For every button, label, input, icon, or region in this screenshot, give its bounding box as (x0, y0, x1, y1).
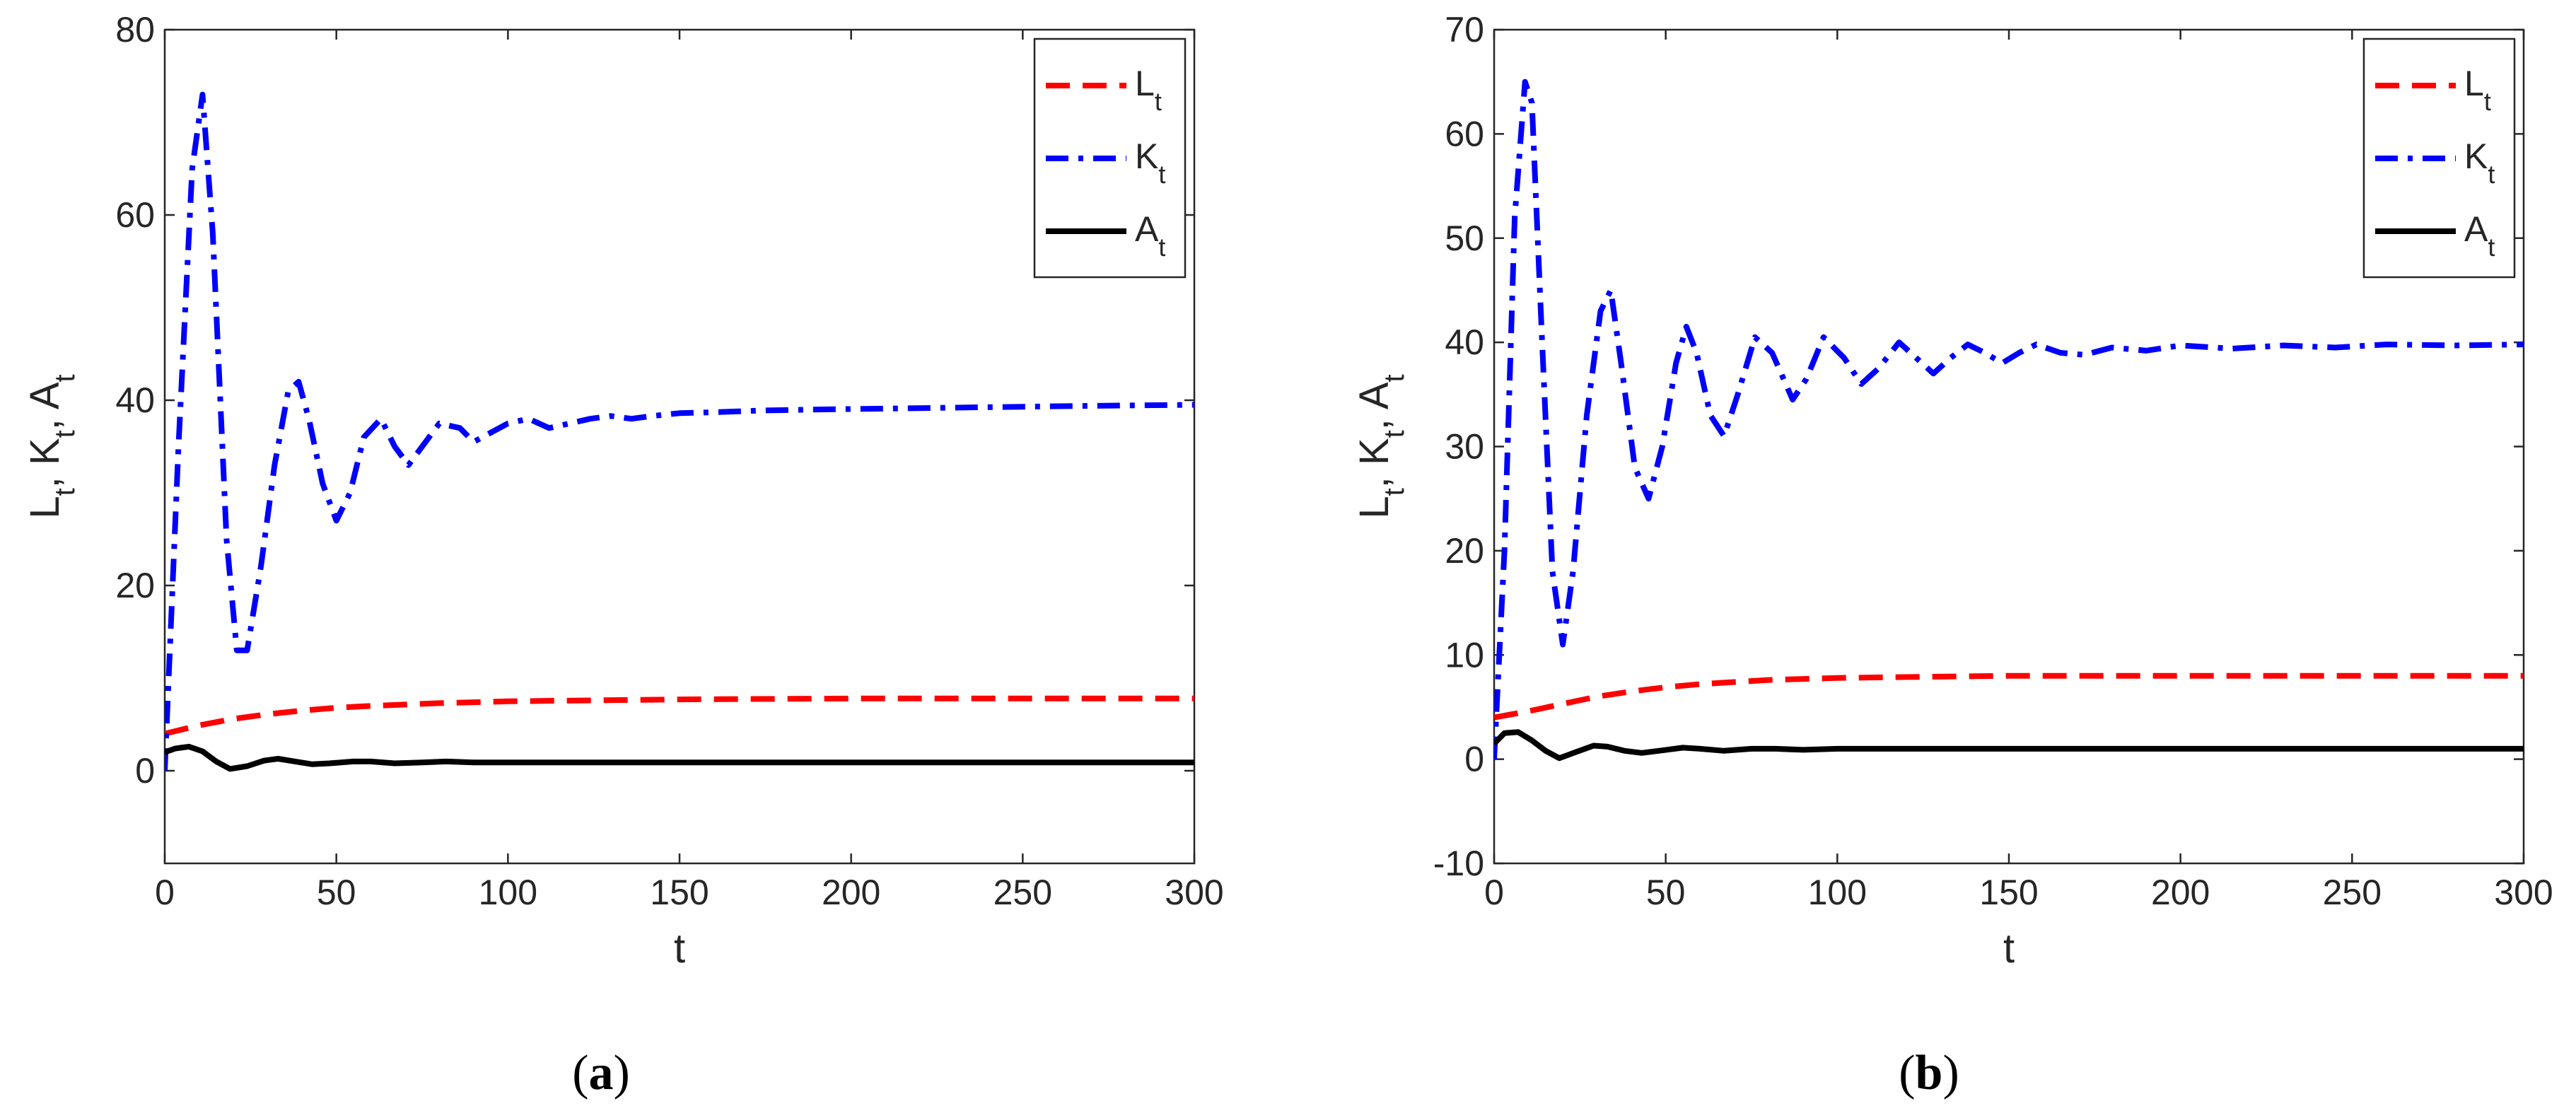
y-tick-label: 50 (1445, 218, 1484, 258)
y-tick-label: 0 (1464, 740, 1484, 779)
x-tick-label: 100 (1808, 873, 1867, 912)
y-axis-label: Lt, Kt, At (1351, 374, 1410, 518)
legend: Lt Kt At (1033, 37, 1187, 279)
y-axis-label: Lt, Kt, At (22, 374, 81, 518)
series-line-k-t (165, 91, 1194, 771)
legend-label-l-t: Lt (1135, 64, 1162, 116)
y-tick-label: 0 (135, 751, 155, 791)
y-tick-label: 30 (1445, 427, 1484, 467)
y-tick-label: 60 (1445, 114, 1484, 153)
x-tick-label: 150 (1979, 873, 2038, 912)
x-tick-label: 150 (650, 873, 709, 912)
y-tick-label: 20 (115, 566, 155, 605)
legend: Lt Kt At (2362, 37, 2516, 279)
x-tick-label: 300 (2494, 873, 2553, 912)
chart-panel-a: 0 50 100 150 200 250 300 0 20 40 60 80 t Lt, Kt, At Lt… (22, 10, 1224, 1100)
chart-panel-b: 0 50 100 150 200 250 300-10010203040506070tLt,… (1351, 10, 2553, 1100)
series-line-l-t (165, 695, 1194, 737)
legend-label-l-t: Lt (2464, 64, 2491, 116)
x-tick-label: 200 (2151, 873, 2210, 912)
legend-label-k-t: Kt (1135, 136, 1165, 189)
legend-label-k-t: Kt (2464, 136, 2495, 189)
series-line-l-t (1494, 672, 2524, 721)
legend-label-a-t: At (1135, 209, 1165, 262)
y-tick-label: 80 (115, 10, 155, 49)
y-tick-label: 40 (115, 380, 155, 420)
x-tick-label: 300 (1165, 873, 1223, 912)
legend-label-a-t: At (2464, 209, 2495, 262)
y-tick-label: -10 (1433, 844, 1484, 883)
y-tick-label: 70 (1445, 10, 1484, 49)
x-tick-label: 0 (1484, 873, 1504, 912)
x-tick-label: 100 (479, 873, 537, 912)
series-line-k-t (1494, 78, 2524, 759)
panel-caption: (b) (1899, 1046, 1959, 1100)
x-axis-label: t (674, 926, 685, 972)
x-tick-label: 200 (822, 873, 880, 912)
x-tick-label: 50 (1646, 873, 1686, 912)
x-tick-label: 50 (317, 873, 356, 912)
x-tick-label: 250 (993, 873, 1052, 912)
x-tick-label: 0 (155, 873, 175, 912)
x-axis-label: t (2003, 926, 2015, 972)
y-tick-label: 40 (1445, 322, 1484, 362)
series-line-a-t (165, 743, 1194, 772)
y-tick-label: 20 (1445, 531, 1484, 571)
y-tick-label: 10 (1445, 635, 1484, 675)
x-tick-label: 250 (2323, 873, 2382, 912)
y-tick-label: 60 (115, 195, 155, 235)
panel-caption: (a) (572, 1046, 630, 1100)
series-line-a-t (1494, 729, 2524, 762)
